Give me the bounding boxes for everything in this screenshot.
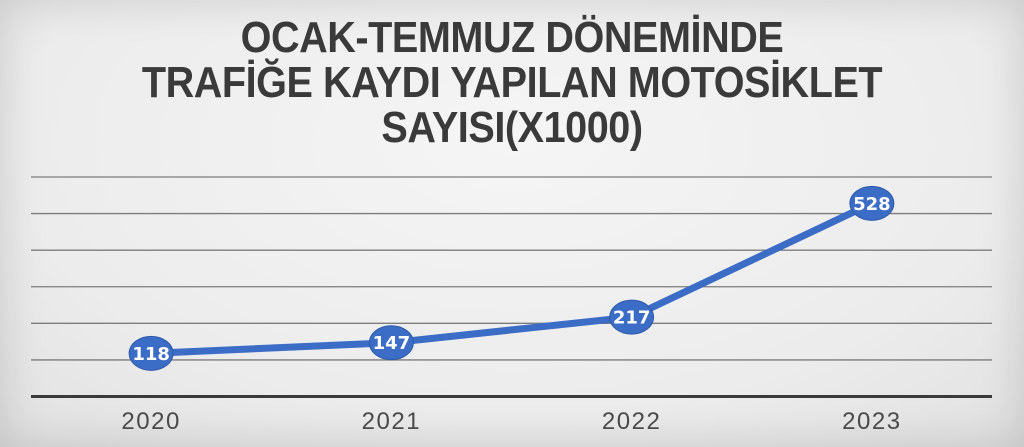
data-point-marker: [849, 185, 895, 221]
data-point-marker: [128, 335, 174, 371]
data-point-marker: [368, 325, 414, 361]
chart-title: OCAK-TEMMUZ DÖNEMİNDE TRAFİĞE KAYDI YAPI…: [0, 15, 1024, 150]
data-point-marker: [609, 299, 655, 335]
x-axis-label: 2020: [121, 408, 180, 435]
data-point-label: 118: [132, 344, 170, 365]
chart-title-line-3: SAYISI(X1000): [381, 103, 643, 152]
x-axis-label: 2021: [362, 408, 421, 435]
x-axis-label: 2023: [842, 408, 901, 435]
x-axis-label: 2022: [602, 408, 661, 435]
data-point-label: 528: [853, 194, 891, 215]
data-point-label: 147: [373, 333, 411, 354]
data-point-label: 217: [613, 308, 651, 329]
data-line: [147, 199, 876, 357]
chart-title-line-2: TRAFİĞE KAYDI YAPILAN MOTOSİKLET: [141, 58, 883, 107]
chart-title-line-1: OCAK-TEMMUZ DÖNEMİNDE: [240, 13, 784, 62]
